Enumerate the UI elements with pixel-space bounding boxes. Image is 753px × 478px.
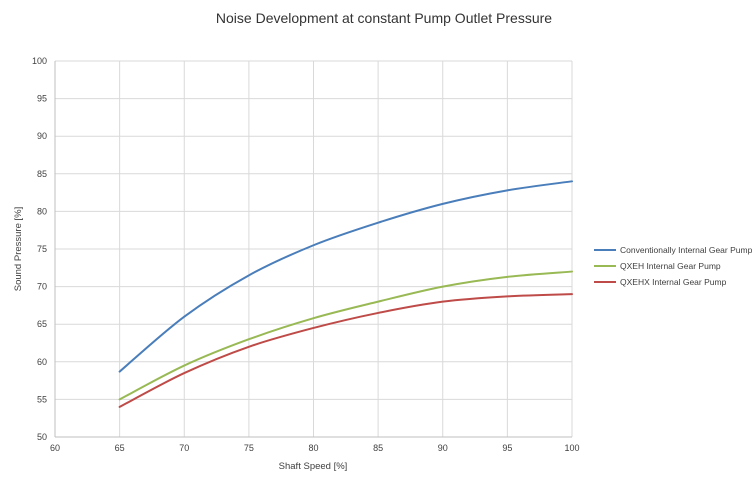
y-tick-label: 95 bbox=[37, 94, 47, 104]
x-tick-label: 90 bbox=[438, 443, 448, 453]
legend-label-1: Conventionally Internal Gear Pump bbox=[620, 245, 753, 255]
legend: Conventionally Internal Gear Pump QXEH In… bbox=[594, 245, 753, 287]
x-tick-label: 85 bbox=[373, 443, 383, 453]
series-line-3 bbox=[118, 293, 573, 408]
y-tick-label: 70 bbox=[37, 282, 47, 292]
legend-label-3: QXEHX Internal Gear Pump bbox=[620, 277, 727, 287]
series-line-2 bbox=[118, 270, 573, 401]
x-tick-label: 95 bbox=[502, 443, 512, 453]
x-tick-label: 80 bbox=[308, 443, 318, 453]
x-tick-label: 65 bbox=[115, 443, 125, 453]
y-tick-label: 80 bbox=[37, 206, 47, 216]
x-axis-title: Shaft Speed [%] bbox=[279, 461, 348, 472]
y-axis-title: Sound Pressure [%] bbox=[13, 207, 24, 292]
series-line-1 bbox=[118, 180, 573, 373]
y-tick-label: 55 bbox=[37, 394, 47, 404]
y-tick-label: 85 bbox=[37, 169, 47, 179]
y-tick-label: 50 bbox=[37, 432, 47, 442]
y-tick-label: 60 bbox=[37, 357, 47, 367]
grid bbox=[54, 60, 573, 438]
legend-label-2: QXEH Internal Gear Pump bbox=[620, 261, 721, 271]
series-lines bbox=[118, 180, 573, 408]
y-tick-label: 90 bbox=[37, 131, 47, 141]
chart-title: Noise Development at constant Pump Outle… bbox=[216, 10, 552, 26]
y-tick-label: 100 bbox=[32, 56, 47, 66]
x-tick-label: 60 bbox=[50, 443, 60, 453]
axes: 50 55 60 65 70 75 80 85 90 95 100 60 65 70 75 80 85 90 95 1… bbox=[32, 56, 580, 453]
x-tick-label: 70 bbox=[179, 443, 189, 453]
y-tick-label: 65 bbox=[37, 319, 47, 329]
y-tick-label: 75 bbox=[37, 244, 47, 254]
x-tick-label: 75 bbox=[244, 443, 254, 453]
x-tick-label: 100 bbox=[564, 443, 579, 453]
